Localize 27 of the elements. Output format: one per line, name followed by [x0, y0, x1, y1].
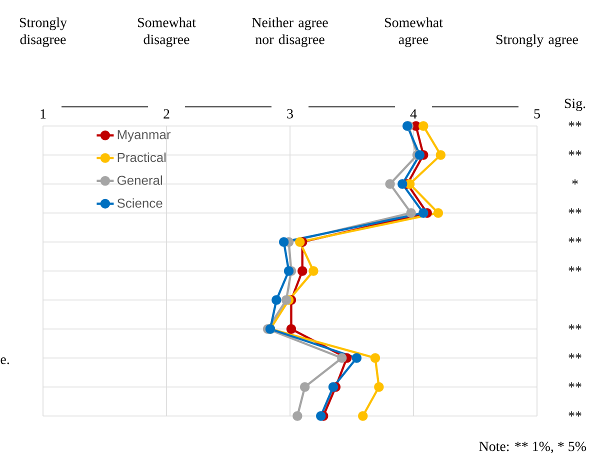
legend-label: Science — [117, 198, 162, 208]
legend-label: Practical — [118, 152, 166, 162]
x-tick-label: 4 — [410, 109, 417, 118]
text: Note: ** 1%, * 5% — [479, 442, 586, 454]
y-tick-label: ** — [568, 237, 582, 243]
y-tick-label: ** — [568, 324, 582, 330]
x-tick-label: 3 — [287, 109, 293, 118]
y-tick-label: * — [572, 179, 578, 185]
legend-label: General — [117, 175, 162, 185]
y-tick-label: ** — [568, 208, 582, 214]
y-tick-label: ** — [568, 382, 582, 388]
y-tick-label: ** — [568, 121, 582, 127]
text: Somewhat agree — [385, 17, 443, 48]
text: Neither agree nor disagree — [252, 17, 328, 48]
x-tick-label: 1 — [40, 109, 46, 118]
y-tick-label: ** — [568, 150, 582, 156]
y-tick-label: ** — [568, 411, 582, 417]
x-tick-label: 5 — [534, 109, 540, 118]
text: Strongly agree — [496, 34, 578, 48]
legend-label: Myanmar — [118, 130, 171, 142]
y-tick-label: ** — [568, 353, 582, 359]
text: e. — [0, 357, 9, 364]
text: Sig. — [564, 98, 586, 112]
text: Strongly disagree — [20, 17, 67, 48]
text: Somewhat disagree — [138, 17, 196, 48]
y-tick-label: ** — [568, 266, 582, 272]
x-tick-label: 2 — [164, 109, 170, 118]
